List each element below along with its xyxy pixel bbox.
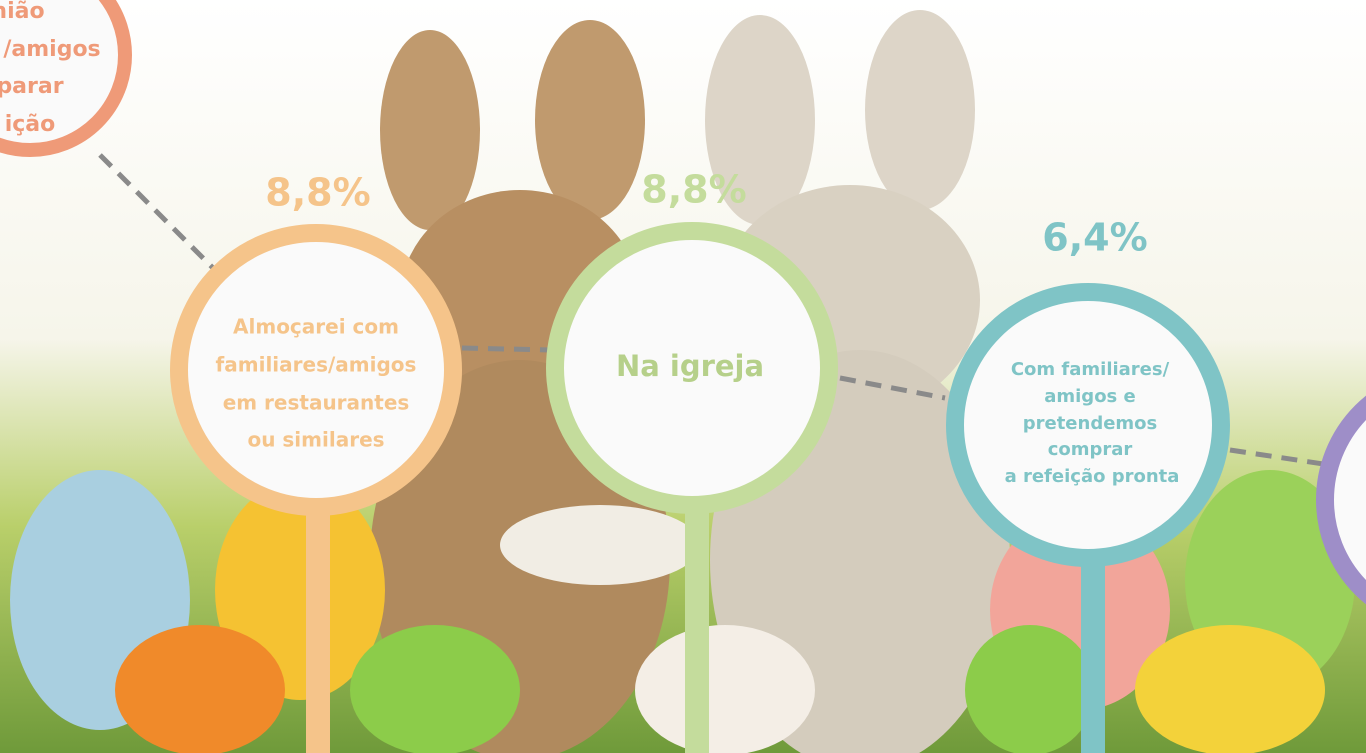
label-line: Na igreja <box>616 349 764 383</box>
label-line: parar <box>0 74 64 99</box>
label-line: Almoçarei com <box>233 315 399 339</box>
stem <box>685 510 709 753</box>
stem <box>306 510 330 753</box>
label-line: /amigos <box>3 37 100 62</box>
label-line: ição <box>5 112 56 137</box>
page: nião /amigos parar ição 8,8% Almoçarei c… <box>0 0 1366 753</box>
percent: 8,8% <box>265 171 370 215</box>
label-line: ou similares <box>247 428 384 452</box>
label-line: comprar <box>1048 439 1133 460</box>
label-line: nião <box>0 0 45 24</box>
label: Com familiares/ amigos e pretendemos com… <box>1005 359 1180 487</box>
label-line: a refeição pronta <box>1005 466 1180 487</box>
percent: 6,4% <box>1042 216 1147 260</box>
stem <box>1081 560 1105 753</box>
percent: 8,8% <box>641 168 746 212</box>
label-line: familiares/amigos <box>216 353 417 377</box>
label-line: pretendemos <box>1023 413 1158 434</box>
label-line: Com familiares/ <box>1011 359 1170 380</box>
label-line: em restaurantes <box>223 391 410 415</box>
label-line: amigos e <box>1044 386 1136 407</box>
infographic: nião /amigos parar ição 8,8% Almoçarei c… <box>0 0 1366 753</box>
